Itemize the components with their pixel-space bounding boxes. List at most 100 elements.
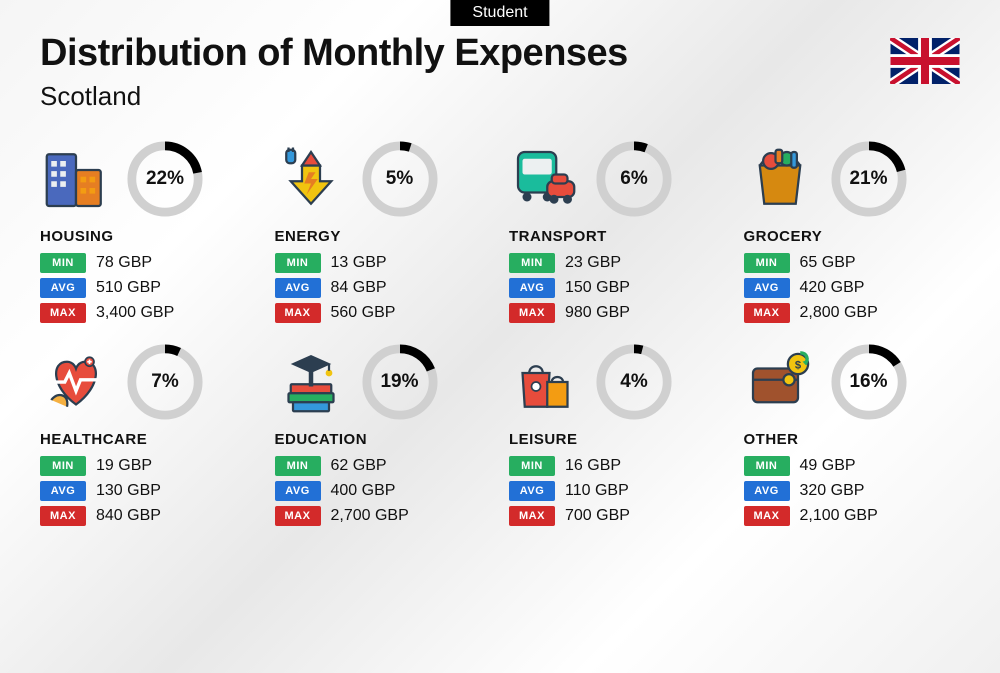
min-badge: MIN bbox=[744, 253, 790, 273]
stat-max: MAX 980 GBP bbox=[509, 303, 726, 323]
max-badge: MAX bbox=[509, 506, 555, 526]
stat-min: MIN 78 GBP bbox=[40, 253, 257, 273]
avg-badge: AVG bbox=[275, 481, 321, 501]
percentage-label: 4% bbox=[620, 371, 647, 393]
avg-badge: AVG bbox=[40, 278, 86, 298]
min-badge: MIN bbox=[40, 456, 86, 476]
stat-max: MAX 840 GBP bbox=[40, 506, 257, 526]
max-badge: MAX bbox=[275, 303, 321, 323]
svg-text:$: $ bbox=[794, 360, 801, 372]
min-value: 49 GBP bbox=[800, 457, 856, 475]
percentage-label: 22% bbox=[146, 168, 184, 190]
page-title: Distribution of Monthly Expenses bbox=[40, 32, 628, 75]
uk-flag-icon bbox=[890, 38, 960, 84]
student-badge: Student bbox=[450, 0, 549, 26]
percentage-donut: 4% bbox=[595, 343, 673, 421]
min-value: 16 GBP bbox=[565, 457, 621, 475]
percentage-donut: 21% bbox=[830, 140, 908, 218]
education-icon bbox=[275, 348, 347, 416]
percentage-label: 6% bbox=[620, 168, 647, 190]
stat-avg: AVG 420 GBP bbox=[744, 278, 961, 298]
max-badge: MAX bbox=[744, 303, 790, 323]
category-name: HEALTHCARE bbox=[40, 431, 257, 448]
stat-avg: AVG 510 GBP bbox=[40, 278, 257, 298]
category-name: GROCERY bbox=[744, 228, 961, 245]
avg-value: 420 GBP bbox=[800, 279, 865, 297]
percentage-label: 16% bbox=[849, 371, 887, 393]
stat-max: MAX 3,400 GBP bbox=[40, 303, 257, 323]
avg-value: 84 GBP bbox=[331, 279, 387, 297]
max-badge: MAX bbox=[40, 506, 86, 526]
min-badge: MIN bbox=[275, 253, 321, 273]
category-name: TRANSPORT bbox=[509, 228, 726, 245]
category-grid: 22% HOUSING MIN 78 GBP AVG 510 GBP MAX 3… bbox=[0, 112, 1000, 526]
avg-value: 130 GBP bbox=[96, 482, 161, 500]
percentage-label: 19% bbox=[380, 371, 418, 393]
min-badge: MIN bbox=[509, 456, 555, 476]
max-value: 2,700 GBP bbox=[331, 507, 409, 525]
max-value: 2,800 GBP bbox=[800, 304, 878, 322]
max-badge: MAX bbox=[40, 303, 86, 323]
min-value: 23 GBP bbox=[565, 254, 621, 272]
category-card: 7% HEALTHCARE MIN 19 GBP AVG 130 GBP MAX… bbox=[40, 343, 257, 526]
avg-badge: AVG bbox=[744, 278, 790, 298]
avg-badge: AVG bbox=[40, 481, 86, 501]
max-badge: MAX bbox=[744, 506, 790, 526]
category-card: 4% LEISURE MIN 16 GBP AVG 110 GBP MAX 70… bbox=[509, 343, 726, 526]
stat-avg: AVG 400 GBP bbox=[275, 481, 492, 501]
percentage-donut: 5% bbox=[361, 140, 439, 218]
stat-min: MIN 19 GBP bbox=[40, 456, 257, 476]
stat-max: MAX 2,800 GBP bbox=[744, 303, 961, 323]
category-name: LEISURE bbox=[509, 431, 726, 448]
grocery-icon bbox=[744, 145, 816, 213]
min-badge: MIN bbox=[275, 456, 321, 476]
percentage-label: 5% bbox=[386, 168, 413, 190]
stat-min: MIN 16 GBP bbox=[509, 456, 726, 476]
stat-min: MIN 23 GBP bbox=[509, 253, 726, 273]
stat-min: MIN 13 GBP bbox=[275, 253, 492, 273]
avg-value: 110 GBP bbox=[565, 482, 629, 500]
max-value: 560 GBP bbox=[331, 304, 396, 322]
stat-max: MAX 2,700 GBP bbox=[275, 506, 492, 526]
min-value: 19 GBP bbox=[96, 457, 152, 475]
percentage-donut: 19% bbox=[361, 343, 439, 421]
stat-max: MAX 560 GBP bbox=[275, 303, 492, 323]
stat-avg: AVG 150 GBP bbox=[509, 278, 726, 298]
transport-icon bbox=[509, 145, 581, 213]
min-value: 13 GBP bbox=[331, 254, 387, 272]
avg-value: 510 GBP bbox=[96, 279, 161, 297]
category-card: 21% GROCERY MIN 65 GBP AVG 420 GBP MAX 2… bbox=[744, 140, 961, 323]
max-badge: MAX bbox=[509, 303, 555, 323]
category-card: 6% TRANSPORT MIN 23 GBP AVG 150 GBP MAX … bbox=[509, 140, 726, 323]
min-value: 78 GBP bbox=[96, 254, 152, 272]
healthcare-icon bbox=[40, 348, 112, 416]
percentage-label: 21% bbox=[849, 168, 887, 190]
stat-min: MIN 62 GBP bbox=[275, 456, 492, 476]
leisure-icon bbox=[509, 348, 581, 416]
energy-icon bbox=[275, 145, 347, 213]
percentage-donut: 22% bbox=[126, 140, 204, 218]
min-value: 65 GBP bbox=[800, 254, 856, 272]
avg-badge: AVG bbox=[509, 481, 555, 501]
avg-badge: AVG bbox=[744, 481, 790, 501]
min-badge: MIN bbox=[509, 253, 555, 273]
category-name: ENERGY bbox=[275, 228, 492, 245]
housing-icon bbox=[40, 145, 112, 213]
title-block: Distribution of Monthly Expenses Scotlan… bbox=[40, 32, 628, 112]
percentage-donut: 7% bbox=[126, 343, 204, 421]
max-value: 980 GBP bbox=[565, 304, 630, 322]
avg-badge: AVG bbox=[509, 278, 555, 298]
percentage-label: 7% bbox=[151, 371, 178, 393]
other-icon: $ bbox=[744, 348, 816, 416]
max-value: 2,100 GBP bbox=[800, 507, 878, 525]
max-value: 840 GBP bbox=[96, 507, 161, 525]
percentage-donut: 6% bbox=[595, 140, 673, 218]
avg-value: 400 GBP bbox=[331, 482, 396, 500]
max-value: 3,400 GBP bbox=[96, 304, 174, 322]
category-card: 5% ENERGY MIN 13 GBP AVG 84 GBP MAX 560 … bbox=[275, 140, 492, 323]
min-value: 62 GBP bbox=[331, 457, 387, 475]
category-card: 19% EDUCATION MIN 62 GBP AVG 400 GBP MAX… bbox=[275, 343, 492, 526]
stat-avg: AVG 84 GBP bbox=[275, 278, 492, 298]
stat-min: MIN 49 GBP bbox=[744, 456, 961, 476]
max-value: 700 GBP bbox=[565, 507, 630, 525]
